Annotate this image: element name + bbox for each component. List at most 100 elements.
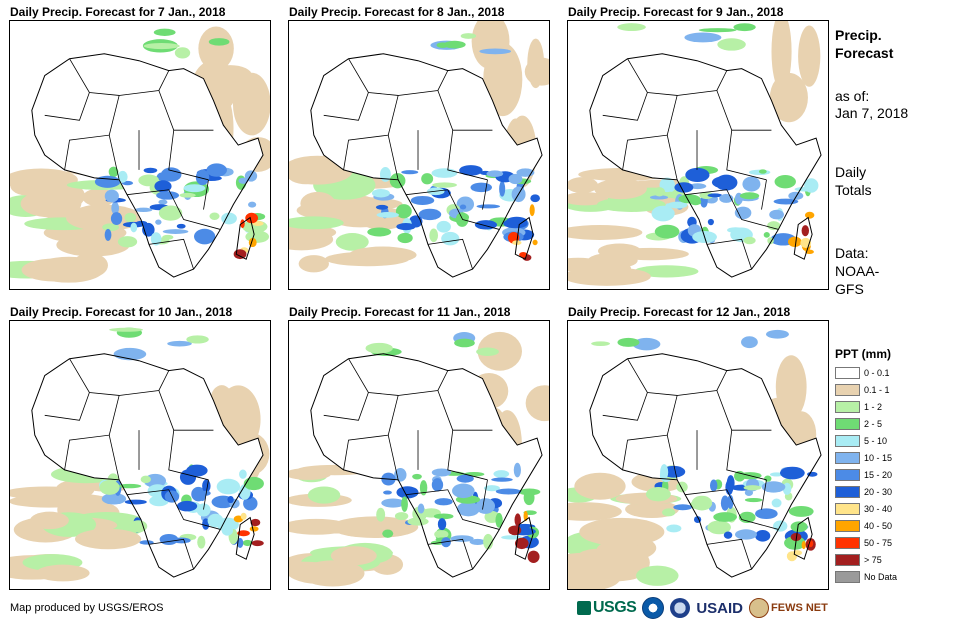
rain-cell bbox=[758, 169, 767, 174]
country-border bbox=[323, 92, 369, 121]
map-panel-5 bbox=[288, 320, 550, 590]
rain-cell bbox=[375, 204, 389, 210]
rain-cell bbox=[707, 218, 714, 226]
panel-title-6: Daily Precip. Forecast for 12 Jan., 2018 bbox=[568, 305, 791, 319]
country-border bbox=[627, 58, 678, 96]
side-asof-line2: Jan 7, 2018 bbox=[835, 105, 909, 121]
rain-cell bbox=[739, 192, 760, 200]
usgs-logo-text: USGS bbox=[593, 599, 637, 616]
rain-cell bbox=[685, 167, 710, 183]
country-border bbox=[437, 90, 493, 131]
rain-cell bbox=[140, 475, 151, 484]
ocean-precip-area bbox=[568, 502, 622, 521]
rain-cell bbox=[172, 537, 191, 544]
country-border bbox=[387, 370, 449, 436]
rain-cell bbox=[495, 512, 503, 528]
legend-swatch bbox=[835, 366, 860, 379]
country-border bbox=[602, 392, 648, 421]
rain-cell bbox=[495, 488, 522, 495]
country-border bbox=[627, 358, 678, 396]
legend-item: > 75 bbox=[835, 553, 882, 566]
map-panel-6 bbox=[567, 320, 829, 590]
continent-land bbox=[589, 53, 822, 278]
legend-swatch bbox=[835, 485, 860, 498]
country-border bbox=[666, 370, 728, 436]
legend-label: 50 - 75 bbox=[864, 537, 893, 548]
rain-cell bbox=[660, 464, 669, 481]
ocean-precip-area bbox=[568, 192, 609, 206]
africa-map bbox=[568, 329, 822, 589]
rain-cell bbox=[771, 498, 782, 508]
ocean-precip-area bbox=[300, 191, 336, 216]
rain-cell bbox=[761, 481, 786, 493]
rain-cell bbox=[221, 212, 237, 225]
rain-cell bbox=[200, 490, 211, 496]
ocean-precip-area bbox=[330, 546, 377, 566]
rain-cell bbox=[769, 209, 784, 220]
madagascar-outline bbox=[514, 516, 534, 560]
rain-cell bbox=[723, 531, 733, 539]
rain-cell bbox=[433, 513, 454, 520]
rain-cell bbox=[186, 335, 209, 344]
ocean-precip-area bbox=[471, 21, 510, 70]
rain-cell bbox=[707, 193, 723, 198]
ocean-precip-area bbox=[527, 38, 545, 89]
rain-cell bbox=[186, 464, 208, 477]
rain-cell bbox=[664, 203, 671, 218]
panel-title-4: Daily Precip. Forecast for 10 Jan., 2018 bbox=[10, 305, 233, 319]
legend-item: 1 - 2 bbox=[835, 400, 882, 413]
africa-map bbox=[10, 26, 270, 283]
legend-item: 30 - 40 bbox=[835, 502, 892, 515]
legend-swatch bbox=[835, 468, 860, 481]
ocean-precip-area bbox=[20, 190, 82, 218]
rain-cell bbox=[162, 234, 174, 240]
legend-item: 15 - 20 bbox=[835, 468, 892, 481]
rain-cell bbox=[452, 483, 475, 499]
rain-cell bbox=[709, 479, 718, 492]
country-border bbox=[64, 434, 120, 480]
rain-cell bbox=[649, 195, 669, 200]
rain-cell bbox=[780, 466, 805, 480]
ocean-precip-area bbox=[36, 564, 90, 582]
country-border bbox=[706, 538, 752, 570]
country-border bbox=[726, 430, 767, 481]
legend-label: 1 - 2 bbox=[864, 401, 883, 412]
panel-title-3: Daily Precip. Forecast for 9 Jan., 2018 bbox=[568, 5, 784, 19]
ocean-precip-area bbox=[594, 178, 647, 200]
legend-item: 5 - 10 bbox=[835, 434, 887, 447]
rain-cell bbox=[365, 342, 393, 354]
rain-cell bbox=[417, 503, 425, 514]
country-border bbox=[685, 489, 779, 530]
rain-cell bbox=[676, 481, 688, 493]
rain-cell bbox=[208, 38, 230, 46]
ocean-precip-area bbox=[335, 233, 369, 251]
rain-cell bbox=[763, 231, 770, 238]
rain-cell bbox=[110, 212, 123, 226]
rain-cell bbox=[401, 170, 419, 175]
heavy-rain-cell bbox=[233, 249, 247, 260]
country-border bbox=[44, 92, 90, 121]
fews-net-logo: FEWS NET bbox=[749, 598, 828, 618]
legend-label: 5 - 10 bbox=[864, 435, 888, 446]
rain-cell bbox=[743, 485, 762, 491]
rain-cell bbox=[412, 473, 422, 480]
legend-swatch bbox=[835, 434, 860, 447]
rain-cell bbox=[196, 503, 211, 517]
rain-cell bbox=[698, 28, 737, 33]
ocean-precip-area bbox=[775, 355, 807, 419]
logo-bar: USGS USAID FEWS NET bbox=[577, 596, 828, 620]
rain-cell bbox=[431, 478, 444, 492]
rain-cell bbox=[764, 475, 772, 482]
rain-cell bbox=[139, 540, 154, 545]
country-border bbox=[127, 489, 221, 530]
rain-cell bbox=[459, 165, 483, 176]
rain-cell bbox=[397, 232, 413, 244]
country-border bbox=[168, 430, 209, 481]
country-border bbox=[108, 370, 170, 436]
heavy-rain-cell bbox=[801, 225, 810, 237]
rain-cell bbox=[221, 525, 234, 536]
rain-cell bbox=[734, 529, 757, 540]
country-border bbox=[685, 189, 779, 230]
country-border bbox=[726, 130, 767, 181]
rain-cell bbox=[788, 506, 814, 517]
